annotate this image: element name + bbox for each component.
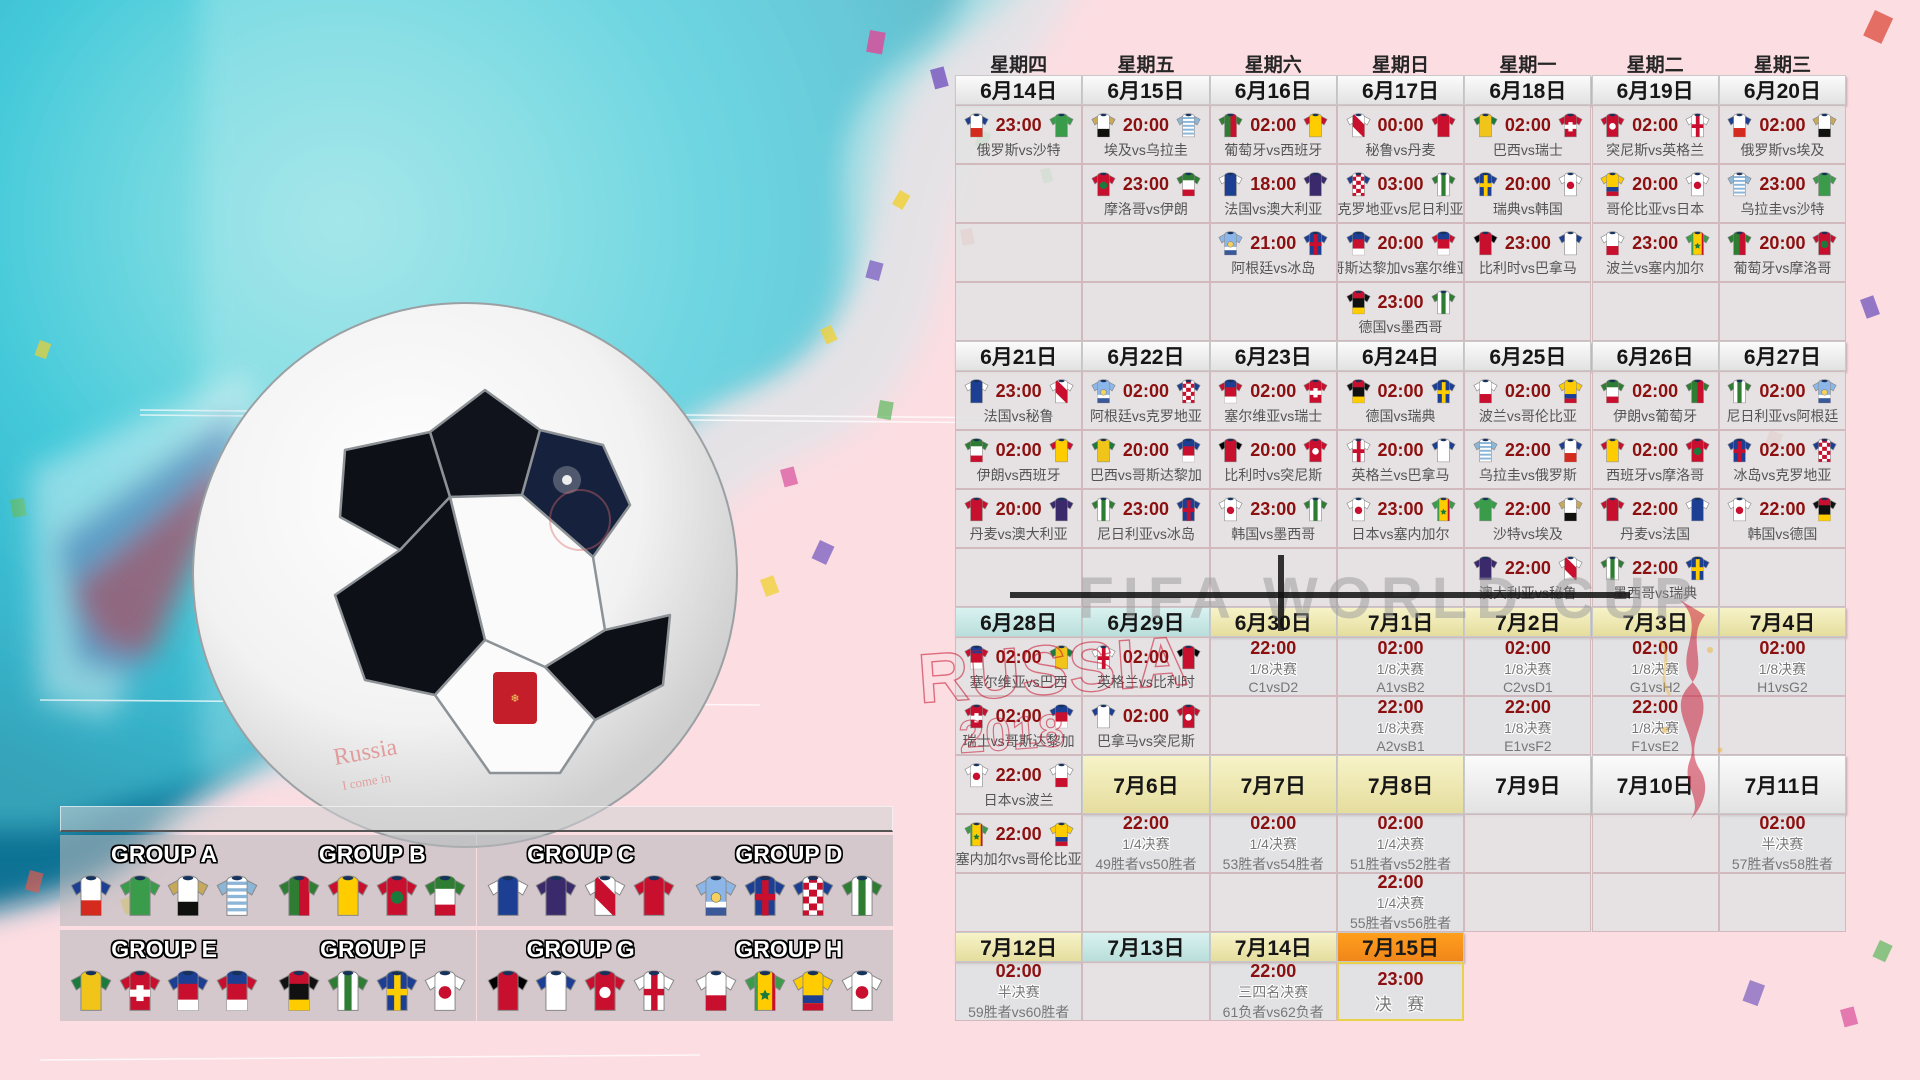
- svg-text:2018: 2018: [957, 704, 1067, 763]
